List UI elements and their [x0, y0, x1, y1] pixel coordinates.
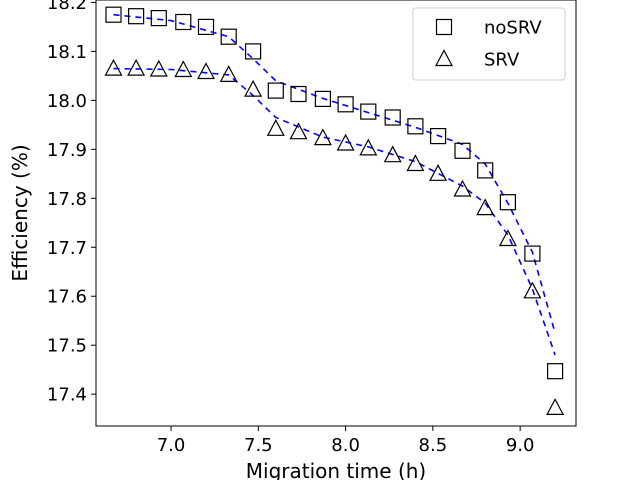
data-point-nosrv-2 [128, 8, 145, 25]
data-point-srv-3 [149, 59, 168, 77]
data-point-nosrv-17 [477, 162, 494, 179]
data-point-srv-6 [219, 65, 238, 83]
data-point-srv-11 [336, 133, 355, 151]
data-point-nosrv-20 [546, 363, 564, 380]
data-point-nosrv-14 [407, 118, 424, 135]
data-point-srv-12 [359, 138, 378, 156]
fit-line-2 [113, 67, 556, 356]
y-tick-label: 18.1 [47, 42, 87, 63]
x-tick-label: 8.0 [331, 435, 360, 456]
data-point-nosrv-3 [150, 10, 167, 27]
data-point-srv-1 [104, 58, 123, 76]
y-tick-label: 18.2 [47, 0, 87, 14]
fit-line-1 [113, 13, 556, 334]
y-tick-label: 17.5 [47, 336, 87, 357]
data-point-srv-15 [429, 164, 448, 181]
y-tick-label: 18.0 [47, 91, 87, 112]
data-point-srv-10 [313, 128, 332, 146]
data-point-srv-4 [174, 60, 193, 78]
legend-marker-srv [435, 49, 453, 67]
legend: noSRV SRV [412, 7, 566, 81]
x-tick-label: 9.0 [506, 435, 535, 456]
data-point-nosrv-18 [499, 194, 516, 211]
x-tick-label: 8.5 [419, 435, 448, 456]
data-point-srv-17 [476, 198, 495, 216]
data-point-srv-19 [523, 281, 542, 299]
data-point-srv-8 [266, 119, 285, 136]
data-point-srv-2 [127, 58, 146, 76]
y-tick-label: 17.6 [47, 287, 87, 308]
data-point-nosrv-15 [430, 128, 447, 145]
data-markers [104, 6, 565, 415]
data-point-nosrv-11 [337, 96, 354, 113]
data-point-srv-5 [197, 62, 215, 80]
data-point-nosrv-16 [454, 142, 471, 159]
legend-label-nosrv: noSRV [484, 18, 542, 39]
fit-lines [113, 13, 556, 356]
x-axis-label: Migration time (h) [246, 459, 426, 480]
x-tick-label: 7.5 [244, 435, 273, 456]
data-point-srv-13 [383, 145, 402, 163]
data-point-nosrv-19 [524, 245, 541, 262]
x-axis: 7.0 7.5 8.0 8.5 9.0 [157, 426, 535, 456]
y-tick-label: 17.4 [47, 385, 87, 406]
data-point-nosrv-9 [290, 85, 307, 103]
legend-label-srv: SRV [484, 50, 520, 71]
data-point-srv-14 [406, 154, 425, 172]
data-point-nosrv-13 [384, 109, 401, 126]
data-point-srv-9 [289, 122, 308, 140]
data-point-nosrv-4 [175, 13, 192, 31]
data-point-srv-20 [546, 398, 565, 415]
data-point-srv-18 [498, 229, 517, 247]
y-tick-label: 17.9 [47, 140, 87, 161]
y-tick-label: 17.8 [47, 189, 87, 210]
y-axis: 17.4 17.5 17.6 17.7 17.8 17.9 18.0 18.1 18.2 [47, 0, 96, 406]
data-point-nosrv-8 [267, 82, 284, 99]
data-point-nosrv-12 [360, 103, 377, 120]
y-axis-label: Efficiency (%) [8, 144, 32, 281]
data-point-srv-7 [244, 79, 263, 97]
data-point-nosrv-1 [105, 6, 122, 23]
x-tick-label: 7.0 [157, 435, 186, 456]
data-point-srv-16 [453, 179, 472, 197]
legend-marker-nosrv [435, 18, 453, 36]
data-point-nosrv-5 [197, 18, 215, 35]
data-point-nosrv-10 [314, 90, 331, 108]
data-point-nosrv-7 [245, 43, 262, 60]
y-tick-label: 17.7 [47, 238, 87, 259]
data-point-nosrv-6 [220, 28, 237, 45]
